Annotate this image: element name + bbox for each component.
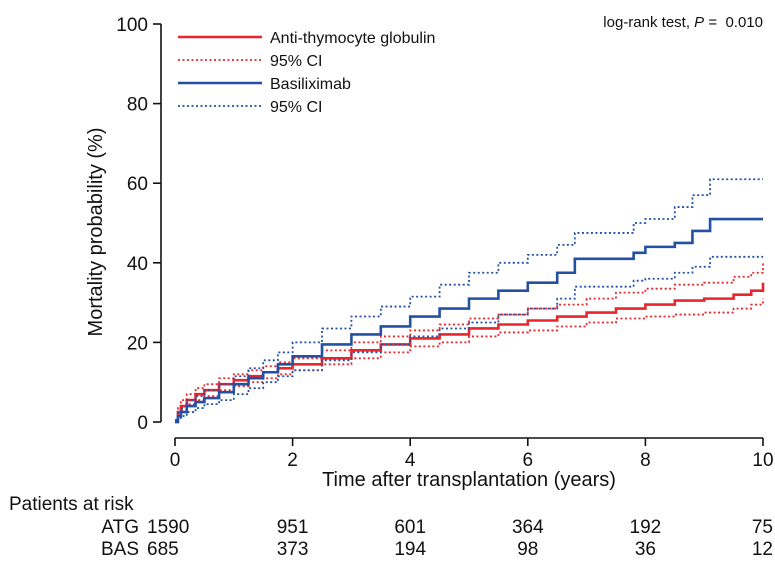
curve-ci-1: [175, 262, 764, 421]
curve-estimate-3: [175, 217, 763, 424]
annotation-p: P: [694, 14, 704, 31]
risk-count: 1590: [147, 517, 189, 538]
y-tick-label: 20: [127, 333, 148, 354]
x-tick-label: 6: [523, 450, 534, 471]
annotation-value: = 0.010: [704, 14, 763, 31]
risk-count: 364: [512, 517, 544, 538]
x-axis-title: Time after transplantation (years): [322, 469, 616, 491]
risk-count: 192: [630, 517, 662, 538]
risk-row-label: BAS: [101, 539, 139, 560]
legend-label: Anti-thymocyte globulin: [270, 30, 435, 47]
y-axis-title: Mortality probability (%): [85, 128, 107, 337]
y-tick-label: 80: [127, 95, 148, 116]
risk-count: 951: [277, 517, 309, 538]
x-tick-label: 10: [752, 450, 773, 471]
annotation-prefix: log-rank test,: [603, 14, 694, 31]
risk-table: ATG 1590 951 601 364 192 75 BAS 685 373 194 98 36 12: [101, 517, 773, 560]
legend: Anti-thymocyte globulin 95% CI Basiliximab…: [178, 30, 435, 116]
legend-label: 95% CI: [270, 99, 322, 116]
survival-curves: [175, 178, 765, 424]
curve-estimate-0: [175, 282, 765, 424]
curve-ci-5: [175, 255, 763, 423]
legend-label: 95% CI: [270, 53, 322, 70]
y-tick-label: 100: [116, 15, 148, 36]
risk-count: 75: [752, 517, 773, 538]
x-tick-label: 4: [405, 450, 416, 471]
x-tick-label: 0: [170, 450, 181, 471]
risk-count: 12: [752, 539, 773, 560]
y-ticks: 0 20 40 60 80 100: [116, 15, 161, 434]
y-tick-label: 60: [127, 174, 148, 195]
curve-ci-2: [175, 298, 764, 423]
risk-count: 601: [394, 517, 426, 538]
x-tick-label: 2: [287, 450, 298, 471]
risk-count: 685: [147, 539, 179, 560]
y-tick-label: 0: [137, 413, 148, 434]
risk-count: 194: [394, 539, 426, 560]
y-tick-label: 40: [127, 254, 148, 275]
log-rank-annotation: log-rank test, P = 0.010: [603, 14, 763, 31]
x-tick-label: 8: [640, 450, 651, 471]
risk-count: 36: [635, 539, 656, 560]
risk-count: 98: [517, 539, 538, 560]
legend-label: Basiliximab: [270, 76, 351, 93]
risk-count: 373: [277, 539, 309, 560]
x-ticks: 0 2 4 6 8 10: [170, 438, 774, 471]
risk-row-label: ATG: [101, 517, 139, 538]
risk-table-title: Patients at risk: [9, 494, 134, 515]
